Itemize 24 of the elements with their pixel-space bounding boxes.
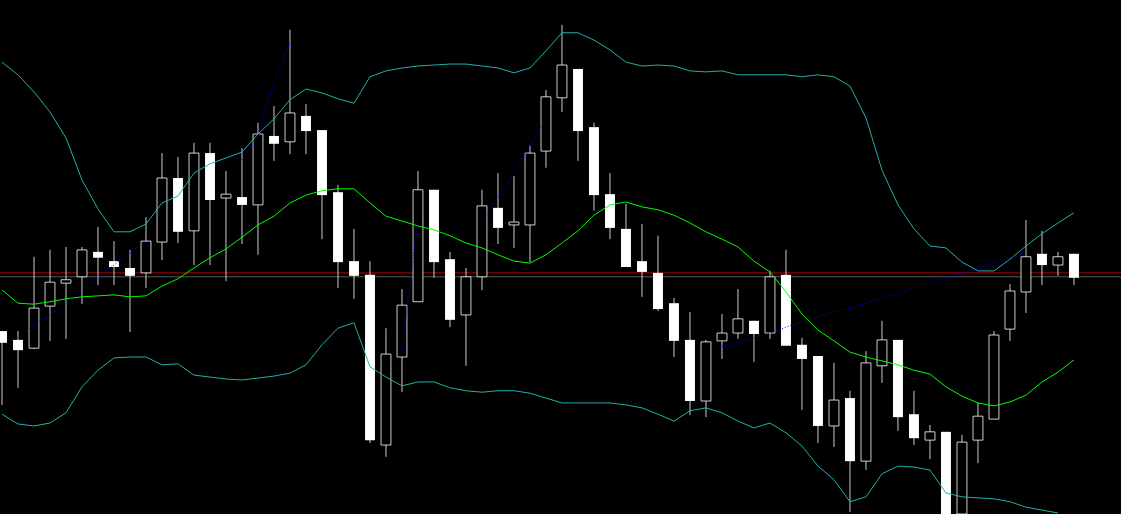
candlestick	[93, 226, 103, 286]
candlestick	[1069, 253, 1079, 286]
candlestick	[732, 288, 744, 340]
candlestick	[349, 228, 359, 300]
candlestick	[237, 147, 247, 245]
candlestick	[716, 313, 728, 360]
candlestick	[13, 330, 23, 389]
candlestick	[301, 103, 311, 155]
candlestick	[637, 223, 647, 298]
candlestick	[1052, 251, 1064, 277]
candlestick	[797, 337, 807, 411]
candlestick	[269, 105, 279, 162]
candlestick	[220, 170, 232, 282]
candlestick	[109, 240, 119, 286]
candlestick	[749, 320, 759, 363]
candlestick	[1037, 230, 1047, 286]
candlestick	[508, 175, 520, 249]
candlestick	[44, 249, 56, 342]
candlestick	[972, 402, 984, 464]
candlestick	[60, 246, 72, 340]
candlestick	[909, 390, 919, 446]
candlestick	[493, 172, 503, 245]
candlestick	[924, 424, 936, 460]
candlestick	[125, 249, 135, 333]
